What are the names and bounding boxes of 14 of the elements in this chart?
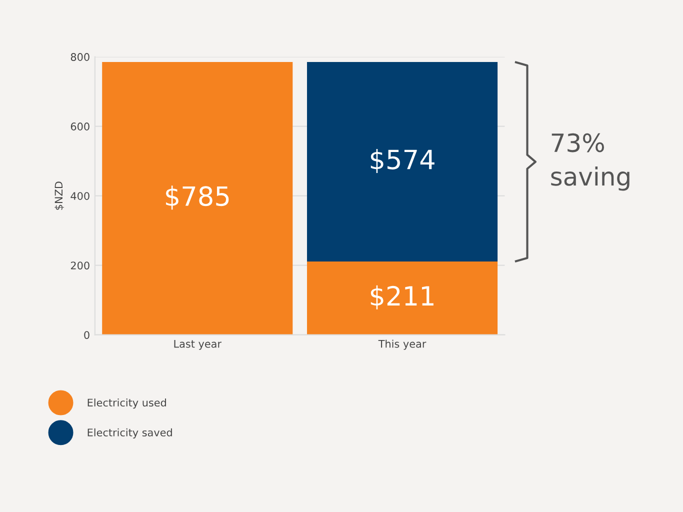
x-tick-label: Last year: [174, 340, 222, 350]
legend-label: Electricity used: [88, 398, 166, 409]
y-tick-label: 400: [70, 192, 90, 200]
y-tick-label: 800: [70, 53, 90, 61]
y-tick-label: 200: [70, 262, 90, 270]
data-label: $785: [166, 186, 229, 210]
y-axis-title: $NZD: [54, 182, 64, 210]
y-tick-label: 0: [84, 331, 90, 339]
data-label: $211: [370, 285, 434, 310]
data-label: $574: [370, 149, 434, 173]
text: 73% saving: [551, 133, 630, 191]
x-tick-label: This year: [378, 340, 426, 350]
y-tick-label: 600: [70, 122, 90, 130]
legend-label: Electricity saved: [88, 428, 172, 438]
